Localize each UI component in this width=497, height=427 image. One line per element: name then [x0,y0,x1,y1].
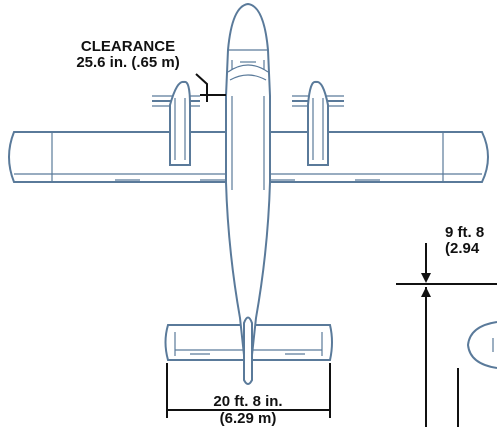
height-imperial: 9 ft. 8 [445,224,484,241]
vertical-fin [243,316,253,385]
tail-span-dimension [166,363,331,418]
tail-span-imperial: 20 ft. 8 in. [213,393,282,410]
fuselage [225,2,271,356]
clearance-indicator [195,73,226,102]
clearance-title: CLEARANCE [81,38,175,55]
right-engine [292,80,344,166]
height-metric: (2.94 [445,240,480,257]
clearance-value: 25.6 in. (.65 m) [76,54,179,71]
side-view-nose [466,321,497,369]
left-engine [152,80,200,166]
height-dimension [396,243,497,427]
tail-span-metric: (6.29 m) [220,410,277,427]
